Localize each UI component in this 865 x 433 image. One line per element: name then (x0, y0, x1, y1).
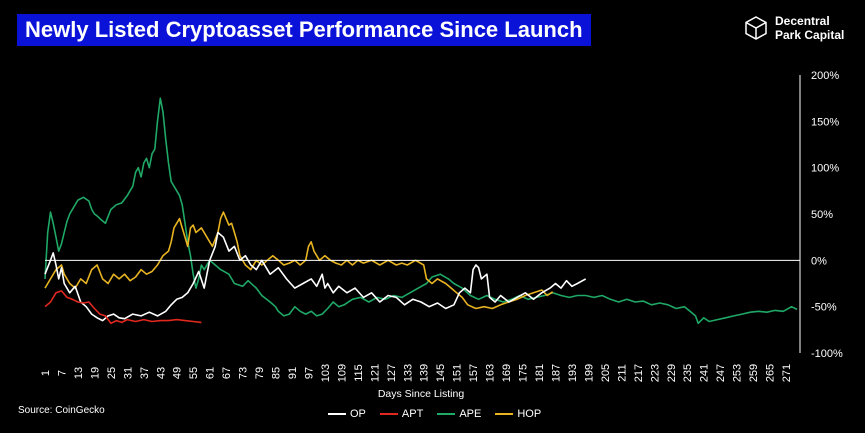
x-tick-label: 259 (748, 364, 760, 382)
legend-item-apt: APT (379, 408, 424, 420)
x-tick-label: 127 (386, 364, 398, 382)
x-tick-label: 91 (287, 367, 299, 379)
legend-label: APT (401, 408, 424, 420)
chart-legend: OP APT APE HOP (328, 408, 541, 420)
legend-label: APE (459, 408, 482, 420)
x-tick-label: 175 (518, 364, 530, 382)
brand-name: Decentral Park Capital (775, 14, 844, 42)
series-line-apt (44, 290, 202, 325)
x-tick-label: 31 (122, 367, 134, 379)
x-tick-label: 133 (402, 364, 414, 382)
x-tick-label: 1 (40, 370, 52, 376)
source-note: Source: CoinGecko (18, 405, 105, 416)
x-tick-label: 181 (534, 364, 546, 382)
x-tick-label: 211 (616, 364, 628, 382)
legend-swatch (437, 413, 456, 415)
y-tick-label: 50% (811, 209, 833, 221)
series-layer (44, 97, 798, 325)
x-tick-label: 253 (732, 364, 744, 382)
x-tick-label: 121 (369, 364, 381, 382)
x-tick-label: 145 (435, 364, 447, 382)
x-tick-label: 49 (172, 367, 184, 379)
x-tick-label: 43 (155, 367, 167, 379)
x-tick-label: 67 (221, 367, 233, 379)
series-line-hop (44, 211, 554, 310)
x-tick-label: 97 (303, 367, 315, 379)
legend-item-ape: APE (437, 408, 481, 420)
x-tick-label: 115 (353, 364, 365, 382)
x-tick-label: 205 (600, 364, 612, 382)
legend-swatch (379, 413, 398, 415)
x-tick-label: 151 (452, 364, 464, 382)
legend-swatch (328, 413, 346, 415)
x-tick-label: 79 (254, 367, 266, 379)
x-tick-label: 247 (715, 364, 727, 382)
x-tick-label: 217 (633, 364, 645, 382)
x-tick-label: 139 (419, 364, 431, 382)
x-tick-label: 19 (89, 367, 101, 379)
y-tick-label: 100% (811, 163, 839, 175)
x-tick-label: 61 (205, 367, 217, 379)
x-tick-label: 199 (583, 364, 595, 382)
x-tick-label: 55 (188, 367, 200, 379)
x-tick-label: 235 (682, 364, 694, 382)
x-tick-label: 25 (106, 367, 118, 379)
y-tick-label: 150% (811, 116, 839, 128)
x-tick-label: 109 (336, 364, 348, 382)
x-tick-label: 157 (468, 364, 480, 382)
x-tick-label: 13 (73, 367, 85, 379)
x-tick-label: 103 (320, 364, 332, 382)
x-tick-label: 7 (56, 370, 68, 376)
brand-line-1: Decentral (775, 14, 830, 28)
legend-swatch (495, 413, 514, 415)
x-tick-label: 271 (781, 364, 793, 382)
brand-line-2: Park Capital (775, 28, 845, 42)
x-tick-label: 265 (765, 364, 777, 382)
x-tick-label: 241 (699, 364, 711, 382)
series-line-op (44, 231, 587, 322)
legend-label: HOP (517, 408, 542, 420)
x-tick-label: 85 (271, 367, 283, 379)
x-tick-label: 73 (238, 367, 250, 379)
legend-item-op: OP (328, 408, 366, 420)
y-tick-label: 200% (811, 70, 839, 82)
y-tick-label: 0% (811, 255, 827, 267)
x-axis-title: Days Since Listing (378, 388, 465, 400)
x-tick-label: 163 (485, 364, 497, 382)
x-tick-label: 187 (550, 364, 562, 382)
x-tick-label: 193 (567, 364, 579, 382)
legend-label: OP (350, 408, 366, 420)
x-tick-label: 229 (666, 364, 678, 382)
x-tick-label: 169 (501, 364, 513, 382)
page-title: Newly Listed Cryptoasset Performance Sin… (17, 14, 591, 46)
axes-layer: 200% 150% 100% 50% 0% -50% -100% 1 7 13 19 25 31 37 43… (40, 70, 843, 400)
brand-logo: Decentral Park Capital (745, 14, 844, 42)
x-tick-label: 37 (139, 367, 151, 379)
y-tick-label: -100% (811, 348, 843, 360)
y-tick-label: -50% (811, 302, 837, 314)
series-line-ape (44, 97, 798, 325)
x-tick-label: 223 (649, 364, 661, 382)
hexagon-cube-icon (745, 16, 767, 40)
legend-item-hop: HOP (495, 408, 541, 420)
